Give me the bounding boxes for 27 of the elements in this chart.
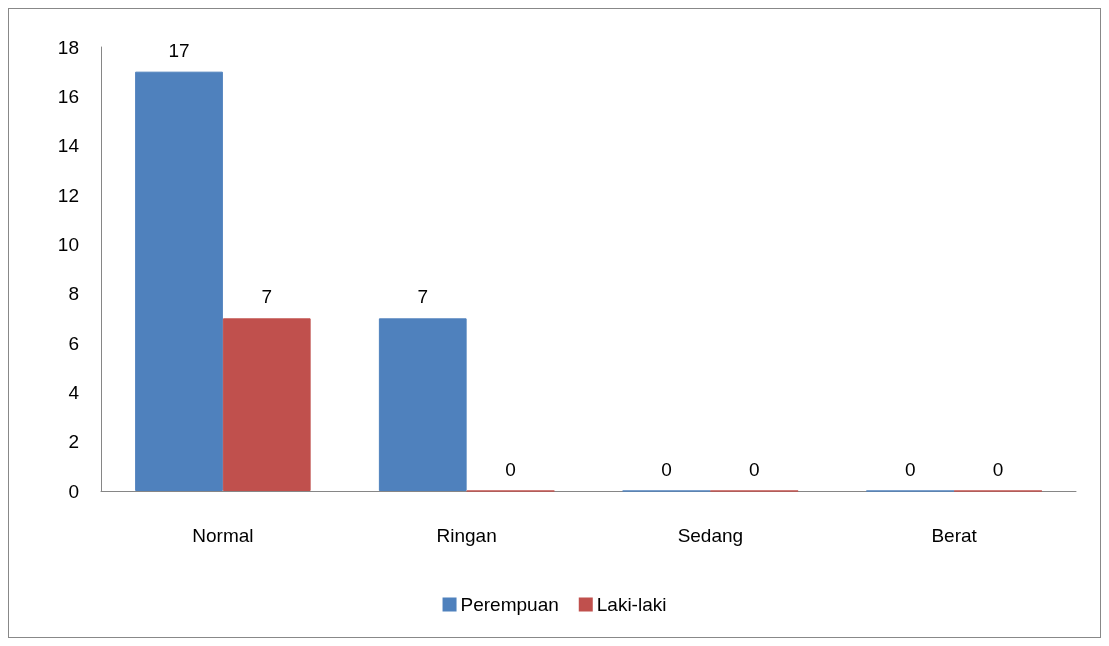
- legend-label: Perempuan: [460, 594, 559, 615]
- data-label: 7: [261, 286, 273, 308]
- data-label: 0: [992, 458, 1004, 480]
- y-tick-label: 14: [57, 135, 80, 157]
- data-label: 0: [748, 458, 760, 480]
- bar: [135, 71, 223, 491]
- bar: [222, 318, 311, 491]
- data-label: 0: [661, 458, 672, 480]
- x-tick-label: Sedang: [677, 525, 744, 546]
- x-tick-label: Normal: [192, 525, 254, 546]
- y-tick-label: 16: [57, 85, 79, 107]
- bar: [378, 318, 467, 491]
- y-tick-label: 10: [57, 233, 79, 255]
- y-tick-label: 8: [68, 283, 79, 305]
- x-tick-label: Berat: [931, 525, 978, 546]
- data-label: 0: [904, 458, 916, 480]
- x-tick-label: Ringan: [436, 525, 497, 546]
- y-tick-label: 0: [68, 480, 79, 502]
- y-tick-label: 4: [68, 381, 80, 403]
- legend-label: Laki-laki: [596, 594, 667, 615]
- y-tick-label: 6: [68, 332, 79, 354]
- y-tick-label: 2: [68, 431, 79, 453]
- data-label: 7: [417, 286, 429, 308]
- data-label: 17: [168, 39, 190, 61]
- y-tick-label: 18: [57, 36, 79, 58]
- data-label: 0: [505, 458, 516, 480]
- y-tick-label: 12: [57, 184, 79, 206]
